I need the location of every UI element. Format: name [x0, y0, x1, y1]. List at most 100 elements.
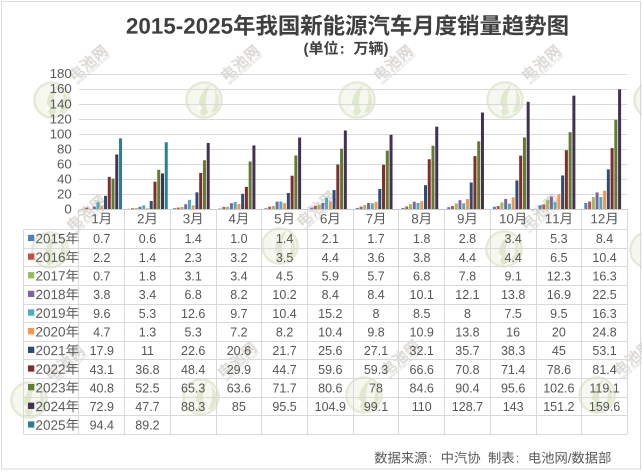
svg-text:9.8: 9.8 — [367, 325, 384, 339]
svg-text:7.2: 7.2 — [230, 325, 247, 339]
svg-text:35.7: 35.7 — [455, 344, 479, 358]
svg-text:8.4: 8.4 — [322, 288, 339, 302]
svg-text:59.6: 59.6 — [318, 363, 342, 377]
svg-text:140: 140 — [50, 96, 72, 111]
svg-text:89.2: 89.2 — [135, 419, 159, 433]
svg-text:102.6: 102.6 — [543, 381, 574, 395]
svg-text:21.7: 21.7 — [272, 344, 296, 358]
svg-text:27.1: 27.1 — [364, 344, 388, 358]
svg-text:5.3: 5.3 — [139, 307, 156, 321]
svg-text:1.0: 1.0 — [230, 232, 247, 246]
svg-text:3.8: 3.8 — [93, 288, 110, 302]
svg-text:180: 180 — [50, 66, 72, 81]
svg-text:100: 100 — [50, 126, 72, 141]
svg-text:78.6: 78.6 — [547, 363, 571, 377]
svg-text:2.8: 2.8 — [459, 232, 476, 246]
svg-text:6.5: 6.5 — [550, 251, 567, 265]
svg-text:3.4: 3.4 — [139, 288, 156, 302]
svg-text:99.1: 99.1 — [364, 400, 388, 414]
svg-text:12.1: 12.1 — [455, 288, 479, 302]
svg-text:80.6: 80.6 — [318, 381, 342, 395]
svg-text:10.9: 10.9 — [410, 325, 434, 339]
svg-text:4.4: 4.4 — [459, 251, 476, 265]
svg-text:7.5: 7.5 — [504, 307, 521, 321]
svg-text:10.1: 10.1 — [410, 288, 434, 302]
svg-text:20.6: 20.6 — [227, 344, 251, 358]
svg-text:22.6: 22.6 — [181, 344, 205, 358]
svg-text:3.2: 3.2 — [230, 251, 247, 265]
svg-text:8: 8 — [373, 307, 380, 321]
svg-text:32.1: 32.1 — [410, 344, 434, 358]
svg-text:9.5: 9.5 — [550, 307, 567, 321]
svg-text:120: 120 — [50, 111, 72, 126]
svg-text:38.3: 38.3 — [501, 344, 525, 358]
svg-text:9.6: 9.6 — [93, 307, 110, 321]
svg-text:72.9: 72.9 — [90, 400, 114, 414]
svg-text:4.7: 4.7 — [93, 325, 110, 339]
svg-text:22.5: 22.5 — [592, 288, 616, 302]
svg-text:60: 60 — [57, 156, 72, 171]
svg-text:90.4: 90.4 — [455, 381, 479, 395]
svg-text:8.4: 8.4 — [596, 232, 613, 246]
svg-text:11: 11 — [141, 344, 154, 358]
svg-text:13.8: 13.8 — [455, 325, 479, 339]
svg-text:1.8: 1.8 — [413, 232, 430, 246]
svg-text:3.4: 3.4 — [504, 232, 521, 246]
svg-text:10.4: 10.4 — [318, 325, 342, 339]
svg-text:70.8: 70.8 — [455, 363, 479, 377]
svg-text:3.1: 3.1 — [184, 270, 201, 284]
svg-text:80: 80 — [57, 141, 72, 156]
svg-text:1.4: 1.4 — [184, 232, 201, 246]
svg-text:6.8: 6.8 — [413, 270, 430, 284]
svg-text:17.9: 17.9 — [90, 344, 114, 358]
svg-text:36.8: 36.8 — [135, 363, 159, 377]
svg-text:85: 85 — [232, 400, 246, 414]
svg-text:71.4: 71.4 — [501, 363, 525, 377]
svg-text:151.2: 151.2 — [543, 400, 574, 414]
svg-text:10.4: 10.4 — [592, 251, 616, 265]
svg-text:8.2: 8.2 — [276, 325, 293, 339]
svg-text:119.1: 119.1 — [589, 381, 619, 395]
svg-text:2.2: 2.2 — [93, 251, 110, 265]
svg-text:104.9: 104.9 — [315, 400, 346, 414]
svg-text:16: 16 — [506, 325, 520, 339]
svg-text:2.1: 2.1 — [322, 232, 339, 246]
svg-text:71.7: 71.7 — [272, 381, 296, 395]
svg-text:1.3: 1.3 — [139, 325, 156, 339]
svg-text:159.6: 159.6 — [589, 400, 620, 414]
svg-text:2.3: 2.3 — [184, 251, 201, 265]
svg-text:59.3: 59.3 — [364, 363, 388, 377]
svg-text:8.5: 8.5 — [413, 307, 430, 321]
svg-text:128.7: 128.7 — [452, 400, 483, 414]
svg-text:16.9: 16.9 — [547, 288, 571, 302]
svg-text:5.9: 5.9 — [322, 270, 339, 284]
svg-text:9.7: 9.7 — [230, 307, 247, 321]
svg-text:160: 160 — [50, 81, 72, 96]
svg-text:3.5: 3.5 — [276, 251, 293, 265]
svg-text:8: 8 — [464, 307, 471, 321]
svg-text:66.6: 66.6 — [410, 363, 434, 377]
svg-text:65.3: 65.3 — [181, 381, 205, 395]
svg-text:4.4: 4.4 — [322, 251, 339, 265]
svg-text:3.6: 3.6 — [367, 251, 384, 265]
svg-text:52.5: 52.5 — [135, 381, 159, 395]
svg-text:0.7: 0.7 — [93, 232, 110, 246]
svg-text:3.8: 3.8 — [413, 251, 430, 265]
svg-text:8.4: 8.4 — [367, 288, 384, 302]
svg-text:94.4: 94.4 — [90, 419, 114, 433]
svg-text:63.6: 63.6 — [227, 381, 251, 395]
svg-text:4.4: 4.4 — [504, 251, 521, 265]
svg-text:43.1: 43.1 — [90, 363, 114, 377]
svg-text:84.6: 84.6 — [410, 381, 434, 395]
svg-text:5.3: 5.3 — [550, 232, 567, 246]
svg-text:15.2: 15.2 — [318, 307, 342, 321]
svg-text:1.4: 1.4 — [139, 251, 156, 265]
svg-text:5.7: 5.7 — [367, 270, 384, 284]
svg-text:40: 40 — [57, 171, 72, 186]
svg-text:13.8: 13.8 — [501, 288, 525, 302]
svg-text:9.1: 9.1 — [504, 270, 521, 284]
svg-text:53.1: 53.1 — [592, 344, 616, 358]
svg-text:24.8: 24.8 — [592, 325, 616, 339]
svg-text:7.8: 7.8 — [459, 270, 476, 284]
svg-text:1.8: 1.8 — [139, 270, 156, 284]
